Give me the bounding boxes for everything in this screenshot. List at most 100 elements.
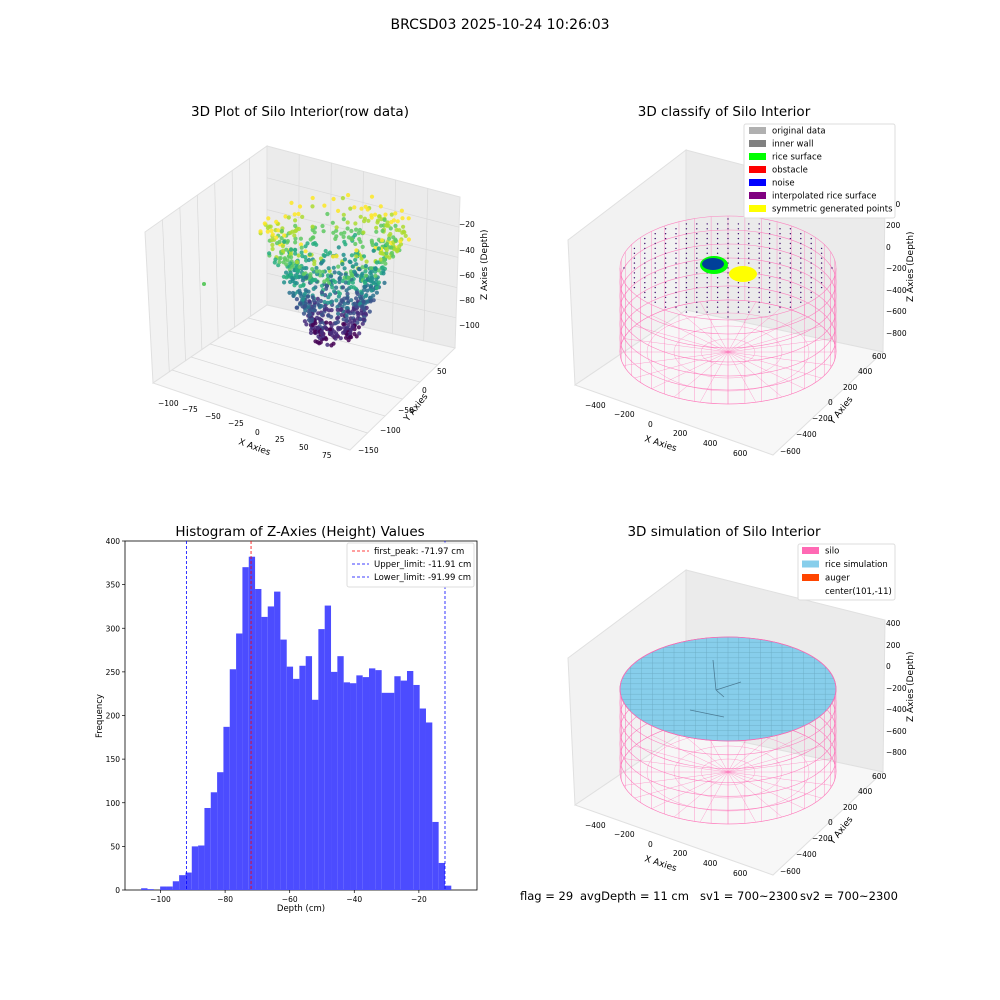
interpolated-point bbox=[654, 233, 656, 235]
raw-point bbox=[306, 257, 312, 263]
interpolated-point bbox=[675, 257, 677, 259]
interpolated-point bbox=[706, 311, 708, 313]
interpolated-point bbox=[758, 311, 760, 313]
raw-point bbox=[310, 195, 315, 201]
interpolated-point bbox=[664, 242, 667, 245]
histogram-legend-label: Upper_limit: -11.91 cm bbox=[374, 560, 471, 570]
interpolated-point bbox=[800, 286, 802, 289]
interpolated-point bbox=[706, 306, 708, 308]
interpolated-point bbox=[789, 291, 792, 294]
interpolated-point bbox=[633, 272, 636, 274]
interpolated-point bbox=[696, 267, 698, 269]
histogram-bar bbox=[280, 639, 287, 890]
raw-point bbox=[336, 270, 341, 275]
raw-point bbox=[367, 309, 372, 314]
interpolated-point bbox=[664, 247, 667, 250]
raw-point bbox=[333, 321, 338, 326]
interpolated-point bbox=[623, 267, 625, 269]
raw-point bbox=[356, 325, 361, 330]
raw-point bbox=[274, 219, 279, 224]
raw-point bbox=[270, 242, 275, 248]
raw-point bbox=[367, 295, 373, 300]
interpolated-point bbox=[675, 252, 677, 254]
raw3d-xtick: 50 bbox=[299, 443, 309, 452]
raw-point bbox=[360, 304, 365, 309]
interpolated-point bbox=[748, 311, 750, 313]
interpolated-point bbox=[768, 257, 771, 259]
interpolated-point bbox=[748, 252, 750, 254]
interpolated-point bbox=[810, 262, 812, 264]
classify3d-ytick: 0 bbox=[828, 398, 833, 407]
raw-point bbox=[337, 276, 342, 281]
raw-point bbox=[315, 340, 320, 345]
interpolated-point bbox=[737, 242, 740, 245]
raw3d-zlabel: Z Axies (Depth) bbox=[480, 229, 490, 300]
interpolated-point bbox=[696, 301, 698, 303]
gridline bbox=[423, 188, 429, 341]
interpolated-point bbox=[727, 277, 729, 279]
raw-point bbox=[359, 310, 364, 316]
raw-point bbox=[363, 263, 368, 269]
raw-point bbox=[324, 320, 329, 325]
raw-point bbox=[328, 327, 333, 332]
raw-point bbox=[303, 255, 308, 260]
raw-point bbox=[337, 291, 342, 296]
raw-point bbox=[282, 233, 287, 238]
interpolated-point bbox=[716, 277, 719, 279]
raw-point bbox=[375, 218, 381, 223]
interpolated-point bbox=[779, 242, 781, 245]
interpolated-point bbox=[779, 291, 781, 294]
interpolated-point bbox=[696, 306, 698, 308]
raw-point bbox=[310, 204, 315, 209]
raw-point bbox=[374, 290, 379, 295]
raw-point bbox=[340, 278, 345, 283]
raw-point bbox=[335, 316, 340, 321]
raw-point bbox=[312, 330, 317, 335]
simulation3d-title: 3D simulation of Silo Interior bbox=[627, 524, 821, 540]
raw-point bbox=[336, 245, 341, 250]
interpolated-point bbox=[633, 267, 636, 269]
histogram-legend-label: first_peak: -71.97 cm bbox=[374, 547, 464, 557]
interpolated-point bbox=[768, 233, 771, 235]
interpolated-point bbox=[727, 311, 729, 313]
interpolated-point bbox=[768, 262, 771, 264]
raw-point bbox=[266, 216, 271, 221]
interpolated-point bbox=[654, 282, 656, 284]
raw-point bbox=[285, 239, 290, 244]
interpolated-point bbox=[675, 237, 677, 240]
classify3d-ztick: −600 bbox=[886, 307, 907, 316]
raw-point bbox=[336, 311, 341, 316]
interpolated-point bbox=[727, 228, 729, 230]
raw-point bbox=[288, 272, 293, 277]
raw3d-xtick: −50 bbox=[205, 412, 221, 421]
raw-point bbox=[331, 196, 336, 202]
interpolated-point bbox=[675, 233, 677, 235]
raw3d-ytick: −150 bbox=[358, 446, 379, 455]
interpolated-point bbox=[737, 282, 740, 284]
raw-point bbox=[380, 228, 385, 233]
interpolated-point bbox=[737, 306, 740, 308]
raw-point bbox=[379, 238, 385, 243]
raw-point bbox=[275, 241, 280, 246]
sim3d-zlabel: Z Axies (Depth) bbox=[906, 651, 916, 722]
interpolated-point bbox=[685, 286, 688, 289]
interpolated-point bbox=[644, 277, 646, 279]
raw-point bbox=[278, 256, 283, 261]
gridline bbox=[231, 170, 235, 328]
raw-point bbox=[280, 248, 286, 253]
raw-point bbox=[289, 200, 294, 205]
raw-point bbox=[307, 299, 312, 304]
interpolated-point bbox=[685, 237, 688, 240]
histogram-bar bbox=[274, 591, 281, 890]
raw-point bbox=[365, 207, 370, 212]
raw-point bbox=[391, 254, 396, 259]
sim3d-xtick: −200 bbox=[614, 830, 635, 839]
classify3d-ztick: 200 bbox=[886, 221, 901, 230]
histogram-bar bbox=[419, 708, 426, 890]
interpolated-point bbox=[800, 247, 802, 250]
raw-point bbox=[290, 290, 296, 296]
raw-point bbox=[338, 326, 343, 331]
interpolated-point bbox=[675, 296, 677, 299]
interpolated-point bbox=[716, 306, 719, 308]
raw-point bbox=[332, 289, 337, 294]
